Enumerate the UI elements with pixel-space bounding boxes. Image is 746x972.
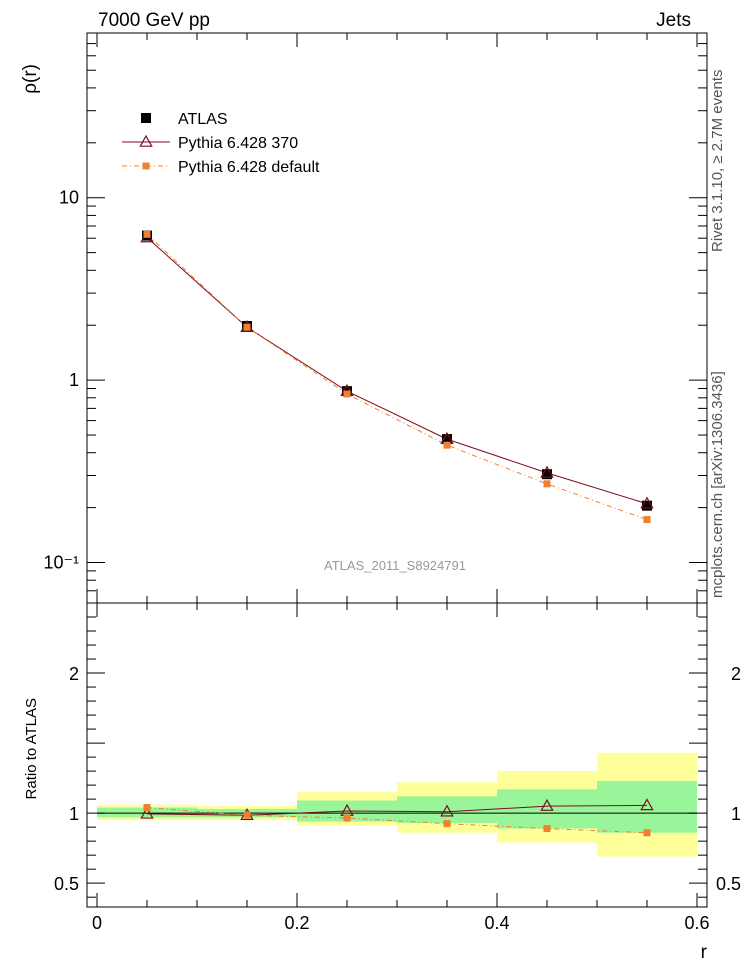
- ratio-stat-band: [497, 789, 597, 829]
- legend-label-1: Pythia 6.428 370: [178, 135, 298, 152]
- main-y-axis-title: ρ(r): [20, 64, 41, 94]
- ratio-stat-band: [597, 780, 697, 833]
- ratio-point-0: [440, 804, 454, 817]
- ratio-y-tick-label-right: 0.5: [716, 874, 741, 894]
- x-tick-label: 0.2: [284, 913, 309, 933]
- legend-marker-atlas: [141, 113, 151, 123]
- x-tick-label: 0.6: [684, 913, 709, 933]
- ratio-y-tick-label-left: 0.5: [54, 874, 79, 894]
- ratio-point-0: [640, 798, 654, 811]
- main-data-point: [542, 469, 552, 480]
- main-mc-point-1: [540, 465, 554, 478]
- main-series-layer: [140, 230, 654, 524]
- main-data-point: [442, 434, 452, 445]
- ratio-point-1: [143, 804, 151, 812]
- main-y-tick-label: 1: [69, 370, 79, 390]
- mcplots-label: mcplots.cern.ch [arXiv:1306.3436]: [709, 371, 726, 598]
- x-tick-label: 0: [92, 913, 102, 933]
- main-mc-point-2: [643, 516, 651, 524]
- header-left-title: 7000 GeV pp: [98, 10, 210, 31]
- legend-marker-2: [142, 162, 150, 170]
- ratio-series-line-0: [146, 804, 648, 816]
- main-mc-point-2: [543, 480, 551, 488]
- ratio-y-tick-label-right: 2: [731, 664, 741, 684]
- ratio-y-tick-label-left: 2: [69, 664, 79, 684]
- main-mc-point-2: [243, 323, 251, 331]
- analysis-watermark: ATLAS_2011_S8924791: [324, 558, 466, 573]
- main-mc-point-2: [143, 230, 151, 238]
- ratio-point-1: [543, 825, 551, 833]
- ratio-point-0: [540, 798, 554, 811]
- ratio-point-1: [343, 814, 351, 822]
- legend-label-2: Pythia 6.428 default: [178, 159, 320, 176]
- ratio-axes: 2 2 1 1 0.5 0.5 0 0.2 0.4 0.6: [54, 602, 741, 933]
- main-series-line-2: [146, 233, 648, 521]
- ratio-point-1: [443, 820, 451, 828]
- ratio-uncertainty-bands: [97, 752, 697, 857]
- ratio-point-0: [140, 806, 154, 819]
- ratio-point-1: [643, 829, 651, 837]
- x-tick-label: 0.4: [484, 913, 509, 933]
- main-y-tick-label: 10⁻¹: [43, 553, 79, 573]
- header-right-title: Jets: [656, 10, 691, 31]
- main-mc-point-2: [443, 441, 451, 449]
- main-mc-point-1: [640, 496, 654, 509]
- ratio-y-tick-label-left: 1: [69, 804, 79, 824]
- main-y-tick-label: 10: [59, 188, 79, 208]
- ratio-stat-band: [97, 807, 197, 818]
- main-mc-point-2: [343, 390, 351, 398]
- ratio-y-axis-title: Ratio to ATLAS: [23, 698, 40, 799]
- ratio-series-layer: [140, 798, 654, 837]
- main-data-point: [642, 500, 652, 511]
- main-series-line-1: [146, 237, 648, 505]
- legend: ATLAS Pythia 6.428 370 Pythia 6.428 defaul…: [122, 111, 320, 176]
- ratio-point-1: [243, 811, 251, 819]
- ratio-y-tick-label-right: 1: [731, 804, 741, 824]
- legend-marker-1: [139, 134, 153, 147]
- legend-label-0: ATLAS: [178, 111, 228, 128]
- x-axis-title: r: [701, 942, 708, 963]
- rivet-version-label: Rivet 3.1.10, ≥ 2.7M events: [709, 70, 726, 253]
